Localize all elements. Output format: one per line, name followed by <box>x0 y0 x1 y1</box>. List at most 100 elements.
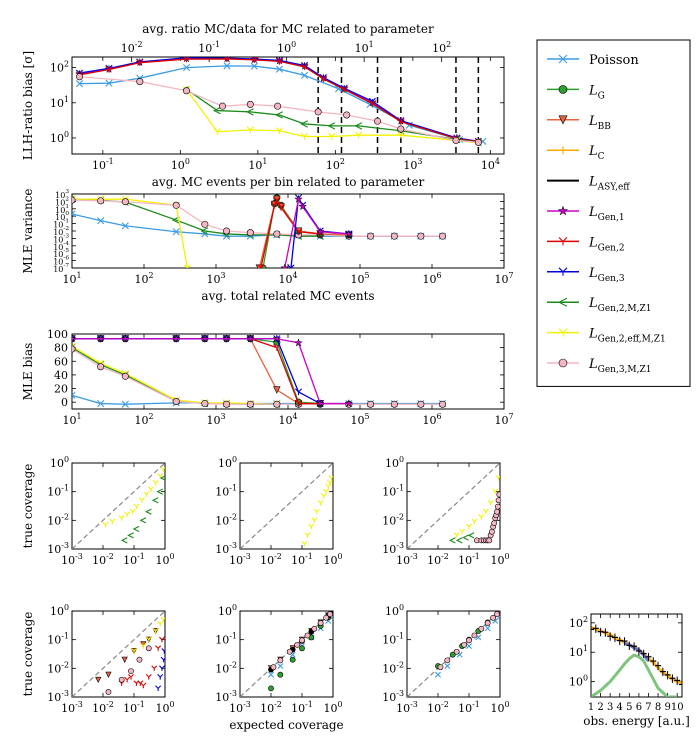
data-point <box>390 232 398 240</box>
data-point <box>273 386 281 394</box>
data-point <box>105 65 113 73</box>
data-point <box>474 138 482 146</box>
plot-content <box>240 611 333 697</box>
data-point <box>201 220 209 228</box>
data-point <box>246 126 254 134</box>
x-tick-label: 10-2 <box>260 700 282 715</box>
marker <box>557 205 569 216</box>
y-tick-label: 40 <box>54 369 68 382</box>
y-tick-label: 103 <box>55 189 69 200</box>
x-tick-label: 10-3 <box>229 552 251 567</box>
data-point <box>145 673 152 680</box>
data-point <box>311 517 318 523</box>
marker <box>121 222 129 230</box>
x-axis-label: avg. total related MC events <box>201 289 374 303</box>
marker <box>466 643 472 650</box>
data-point <box>289 656 296 663</box>
data-point <box>368 99 376 107</box>
data-point <box>471 632 478 639</box>
legend-marker <box>558 54 568 64</box>
data-point <box>201 400 209 408</box>
marker <box>327 611 333 617</box>
marker <box>490 614 497 621</box>
marker <box>390 400 398 408</box>
marker <box>171 334 181 343</box>
legend-entry: LGen,2,eff,M,Z1 <box>547 327 666 345</box>
data-point <box>128 673 134 680</box>
data-point <box>294 194 303 203</box>
data-point <box>102 521 109 528</box>
marker <box>484 625 491 632</box>
data-point <box>397 125 405 133</box>
data-point <box>275 65 284 73</box>
marker <box>97 363 105 371</box>
data-point <box>200 227 209 235</box>
marker <box>127 532 134 539</box>
data-point <box>494 508 500 515</box>
marker <box>308 523 315 530</box>
data-point <box>491 520 498 527</box>
marker <box>471 632 478 639</box>
data-point <box>120 334 130 343</box>
marker <box>478 514 485 520</box>
marker <box>280 263 290 268</box>
data-point <box>448 537 456 544</box>
data-point <box>105 689 112 695</box>
data-point <box>160 616 165 623</box>
marker <box>145 636 152 643</box>
y-tick-label: 100 <box>385 603 404 618</box>
x-tick-label: 10-2 <box>427 700 449 715</box>
data-point <box>145 636 152 643</box>
y-tick-label: 10-3 <box>47 541 69 556</box>
x-tick-label: 105 <box>350 271 369 286</box>
marker <box>155 645 162 651</box>
plot-content <box>72 611 165 697</box>
data-point <box>219 102 227 110</box>
data-point <box>182 87 190 95</box>
x-tick-label: 103 <box>206 412 225 427</box>
plot-content <box>591 624 682 697</box>
data-point <box>275 57 284 65</box>
marker <box>275 65 284 73</box>
data-point <box>156 488 164 495</box>
legend-label: LGen,1 <box>588 205 625 223</box>
series-blue <box>624 641 650 663</box>
x-tick-label: 100 <box>155 552 174 567</box>
x-tick-label: 100 <box>323 552 342 567</box>
x-tick-label: 10-1 <box>123 552 145 567</box>
y-tick-label: 10-1 <box>382 484 404 499</box>
panel-cov3: 10-3 10-2 10-1 100 10-3 10-2 10-1 100 <box>382 455 509 567</box>
marker <box>246 400 254 408</box>
marker <box>559 146 567 155</box>
y-tick-label: 100 <box>50 603 69 618</box>
marker <box>340 85 348 93</box>
marker <box>466 523 472 530</box>
marker <box>558 358 568 368</box>
diagonal-line <box>407 611 500 697</box>
marker <box>355 131 363 139</box>
legend-marker <box>557 297 568 307</box>
marker <box>213 128 221 135</box>
legend-entry: Poisson <box>547 53 639 68</box>
y-tick-label: 100 <box>569 674 588 689</box>
marker <box>160 656 165 663</box>
marker <box>397 125 405 133</box>
marker <box>118 676 125 683</box>
series-gen-3-m-z1 <box>72 345 447 408</box>
marker <box>121 656 128 663</box>
data-point <box>129 508 136 515</box>
marker <box>275 127 284 134</box>
x-tick-label: 10-2 <box>92 700 114 715</box>
marker <box>171 216 180 224</box>
data-point <box>449 651 456 658</box>
marker <box>145 673 152 680</box>
data-point <box>374 117 382 125</box>
x-tick-label: 104 <box>278 412 297 427</box>
series-line <box>79 57 479 143</box>
data-point <box>257 264 265 268</box>
marker <box>397 131 405 139</box>
data-point <box>246 400 254 408</box>
data-point <box>223 400 231 408</box>
marker <box>152 628 159 634</box>
data-point <box>245 108 254 116</box>
